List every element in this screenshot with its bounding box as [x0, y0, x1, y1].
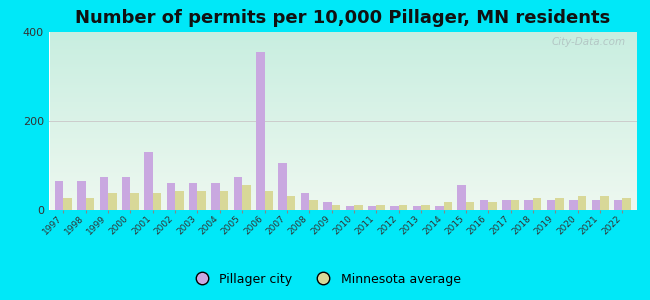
Bar — [354, 205, 363, 210]
Bar — [480, 200, 488, 210]
Bar — [166, 183, 175, 210]
Bar — [376, 205, 385, 210]
Bar — [390, 206, 399, 210]
Bar — [466, 202, 474, 210]
Bar — [189, 183, 198, 210]
Bar — [309, 200, 318, 210]
Bar — [278, 163, 287, 210]
Bar — [623, 197, 631, 210]
Title: Number of permits per 10,000 Pillager, MN residents: Number of permits per 10,000 Pillager, M… — [75, 9, 610, 27]
Bar — [435, 206, 443, 210]
Bar — [99, 176, 108, 210]
Bar — [122, 176, 131, 210]
Text: City-Data.com: City-Data.com — [551, 37, 625, 47]
Bar — [301, 193, 309, 210]
Bar — [86, 197, 94, 210]
Bar — [265, 191, 273, 210]
Bar — [614, 200, 623, 210]
Bar — [525, 200, 533, 210]
Bar — [533, 197, 541, 210]
Bar — [547, 200, 555, 210]
Bar — [55, 181, 63, 210]
Bar — [175, 191, 183, 210]
Bar — [368, 206, 376, 210]
Bar — [332, 205, 340, 210]
Bar — [578, 196, 586, 210]
Bar — [413, 206, 421, 210]
Bar — [399, 205, 408, 210]
Legend: Pillager city, Minnesota average: Pillager city, Minnesota average — [184, 268, 466, 291]
Bar — [211, 183, 220, 210]
Bar — [555, 197, 564, 210]
Bar — [63, 197, 72, 210]
Bar — [220, 191, 228, 210]
Bar — [256, 52, 265, 210]
Bar — [242, 185, 251, 210]
Bar — [443, 202, 452, 210]
Bar — [346, 206, 354, 210]
Bar — [108, 193, 116, 210]
Bar — [600, 196, 608, 210]
Bar — [502, 200, 511, 210]
Bar — [234, 176, 242, 210]
Bar — [287, 196, 296, 210]
Bar — [488, 202, 497, 210]
Bar — [569, 200, 578, 210]
Bar — [421, 205, 430, 210]
Bar — [198, 191, 206, 210]
Bar — [153, 193, 161, 210]
Bar — [458, 185, 466, 210]
Bar — [511, 200, 519, 210]
Bar — [592, 200, 600, 210]
Bar — [131, 193, 139, 210]
Bar — [144, 152, 153, 210]
Bar — [77, 181, 86, 210]
Bar — [323, 202, 332, 210]
